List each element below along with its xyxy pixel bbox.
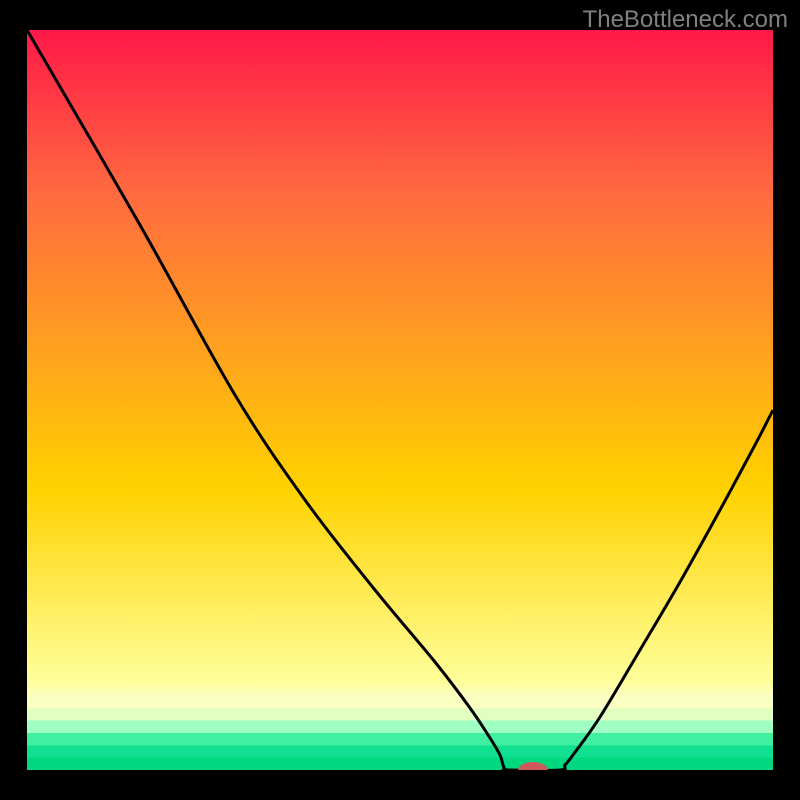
left-border [0,0,27,800]
bottom-border [0,770,800,800]
watermark-text: TheBottleneck.com [583,6,788,34]
chart-container: TheBottleneck.com [0,0,800,800]
bottleneck-chart [0,0,800,800]
right-border [773,0,800,800]
gradient-background [27,30,773,770]
